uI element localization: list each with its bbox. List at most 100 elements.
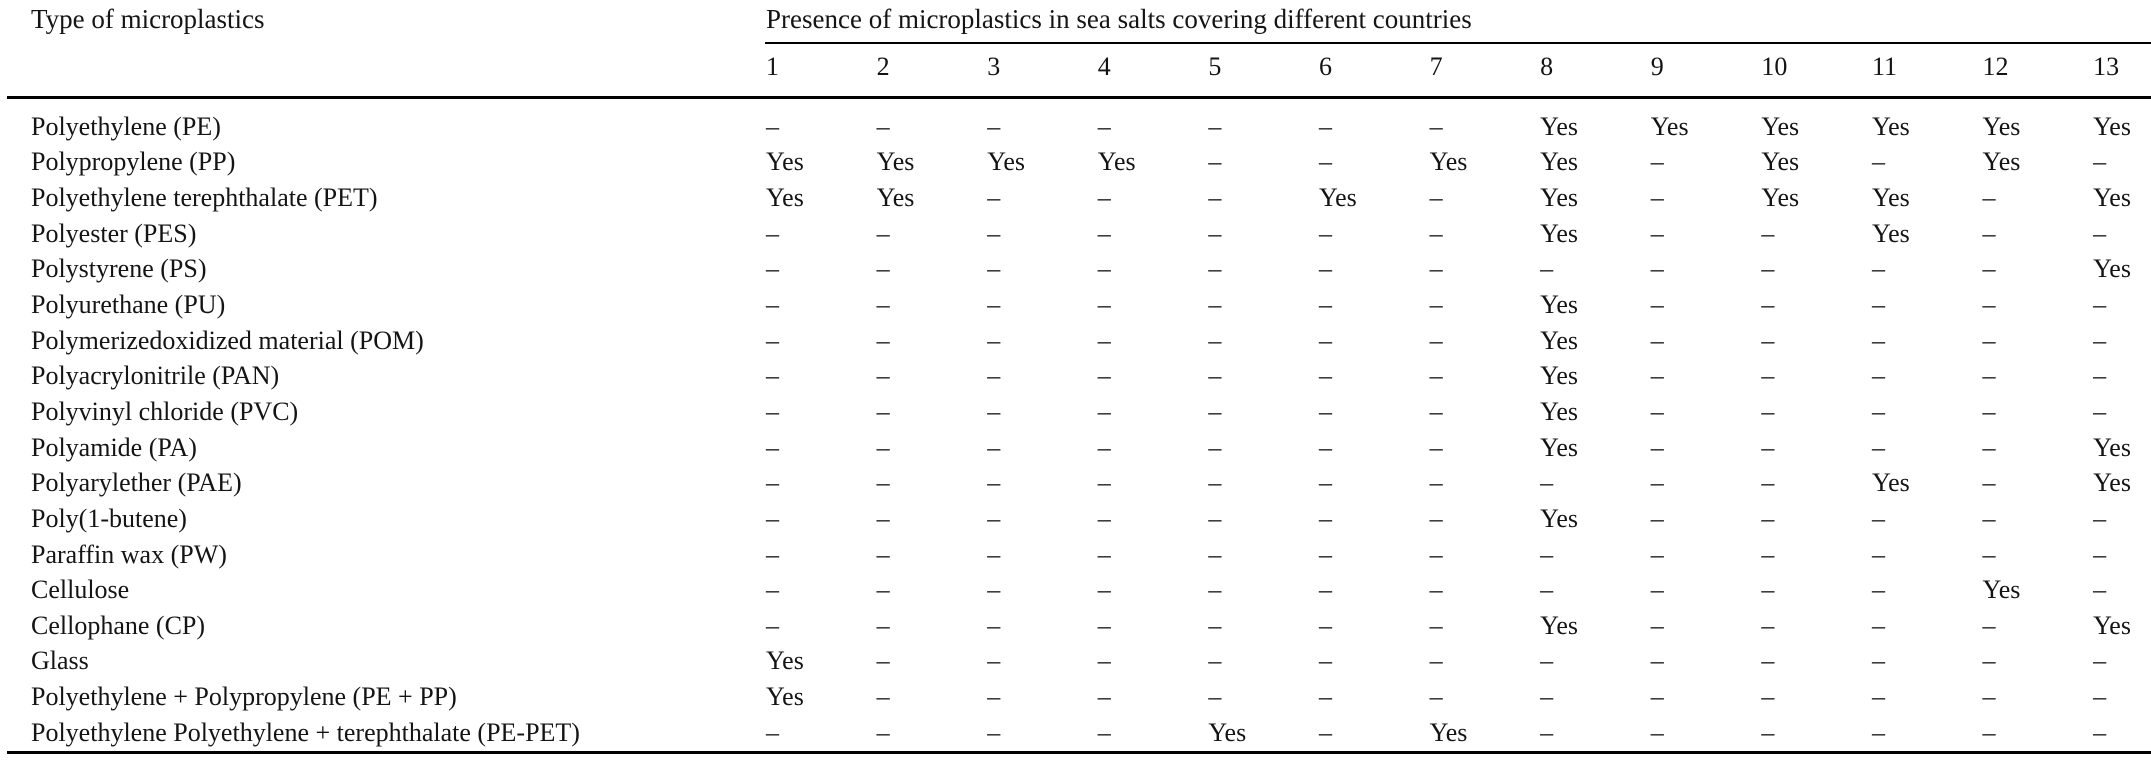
presence-cell: – (987, 539, 1001, 569)
presence-cell: – (1208, 361, 1222, 391)
presence-cell: – (1871, 503, 1885, 533)
presence-cell: – (1761, 290, 1775, 320)
presence-cell: Yes (1650, 111, 1689, 141)
presence-cell: – (2093, 575, 2107, 605)
presence-cell: Yes (2093, 111, 2131, 141)
presence-cell: – (1650, 503, 1664, 533)
presence-cell: – (1650, 682, 1664, 712)
presence-cell: – (987, 646, 1001, 676)
presence-cell: Yes (2093, 183, 2131, 213)
presence-cell: – (876, 432, 890, 462)
presence-cell: Yes (1871, 468, 1910, 498)
presence-cell: Yes (1540, 325, 1578, 355)
presence-cell: – (876, 610, 890, 640)
presence-cell: Yes (1318, 183, 1357, 213)
presence-cell: Yes (1871, 111, 1910, 141)
presence-cell: – (1871, 396, 1885, 426)
presence-cell: – (1761, 682, 1775, 712)
presence-cell: – (1650, 361, 1664, 391)
presence-cell: – (1871, 717, 1885, 747)
presence-cell: – (1871, 646, 1885, 676)
presence-cell: – (1429, 396, 1443, 426)
presence-cell: – (876, 361, 890, 391)
presence-cell: – (876, 290, 890, 320)
presence-cell: – (987, 111, 1001, 141)
presence-cell: – (766, 218, 779, 248)
presence-cell: – (1982, 503, 1996, 533)
presence-cell: Yes (1540, 396, 1578, 426)
presence-cell: – (2093, 290, 2107, 320)
presence-cell: – (1429, 575, 1443, 605)
column-header: 12 (1982, 52, 2009, 81)
presence-cell: – (1871, 325, 1885, 355)
presence-cell: Yes (1540, 290, 1578, 320)
presence-cell: – (987, 396, 1001, 426)
presence-cell: – (1871, 575, 1885, 605)
table-bottom-rule (7, 751, 2151, 754)
row-label: Polyethylene Polyethylene + terephthalat… (31, 717, 580, 747)
presence-cell: – (1540, 717, 1554, 747)
row-label: Polyacrylonitrile (PAN) (31, 361, 280, 391)
presence-cell: – (2093, 646, 2107, 676)
row-label: Polyvinyl chloride (PVC) (31, 396, 299, 426)
column-header: 2 (876, 52, 890, 81)
presence-cell: Yes (1208, 717, 1247, 747)
presence-cell: – (2093, 539, 2107, 569)
presence-cell: – (876, 325, 890, 355)
presence-cell: Yes (2093, 254, 2131, 284)
presence-cell: – (1540, 468, 1554, 498)
presence-cell: – (1650, 717, 1664, 747)
presence-cell: – (1208, 183, 1222, 213)
presence-cell: – (766, 503, 779, 533)
presence-cell: – (1761, 717, 1775, 747)
presence-cell: – (1097, 254, 1111, 284)
presence-cell: Yes (2093, 610, 2131, 640)
presence-cell: Yes (1540, 111, 1578, 141)
presence-cell: – (987, 682, 1001, 712)
presence-cell: Yes (766, 183, 804, 213)
table-body: Polyethylene (PE) – – – – – – – Yes Yes Yes Yes Yes Y… (0, 109, 2151, 751)
presence-cell: – (1429, 539, 1443, 569)
presence-cell: – (1650, 290, 1664, 320)
presence-cell: – (1871, 432, 1885, 462)
presence-cell: – (1097, 539, 1111, 569)
presence-cell: Yes (1540, 218, 1578, 248)
presence-cell: – (1871, 610, 1885, 640)
table-group-header: Presence of microplastics in sea salts c… (766, 4, 1472, 34)
presence-cell: – (987, 290, 1001, 320)
presence-cell: – (1097, 396, 1111, 426)
presence-cell: – (766, 539, 779, 569)
presence-cell: – (1982, 183, 1996, 213)
presence-cell: – (876, 468, 890, 498)
presence-cell: – (2093, 147, 2107, 177)
presence-cell: – (1429, 610, 1443, 640)
row-label: Polyarylether (PAE) (31, 468, 242, 498)
presence-cell: – (987, 361, 1001, 391)
presence-cell: – (1097, 682, 1111, 712)
presence-cell: – (1650, 396, 1664, 426)
presence-cell: – (1761, 361, 1775, 391)
presence-cell: – (1208, 254, 1222, 284)
presence-cell: – (876, 396, 890, 426)
column-header: 5 (1208, 52, 1222, 81)
presence-cell: – (987, 432, 1001, 462)
presence-cell: – (766, 361, 779, 391)
presence-cell: Yes (1540, 432, 1578, 462)
presence-cell: – (1208, 610, 1222, 640)
presence-cell: – (1540, 646, 1554, 676)
presence-cell: Yes (1429, 147, 1468, 177)
row-label: Polymerizedoxidized material (POM) (31, 325, 424, 355)
presence-cell: Yes (1761, 147, 1800, 177)
column-header: 11 (1871, 52, 1897, 81)
presence-cell: Yes (1871, 183, 1910, 213)
presence-cell: – (2093, 218, 2107, 248)
presence-cell: Yes (1540, 183, 1578, 213)
column-header: 6 (1318, 52, 1332, 81)
presence-cell: – (1761, 610, 1775, 640)
presence-cell: – (1208, 325, 1222, 355)
column-header: 10 (1761, 52, 1788, 81)
row-label: Polypropylene (PP) (31, 147, 236, 177)
presence-cell: – (987, 218, 1001, 248)
presence-cell: – (1097, 503, 1111, 533)
